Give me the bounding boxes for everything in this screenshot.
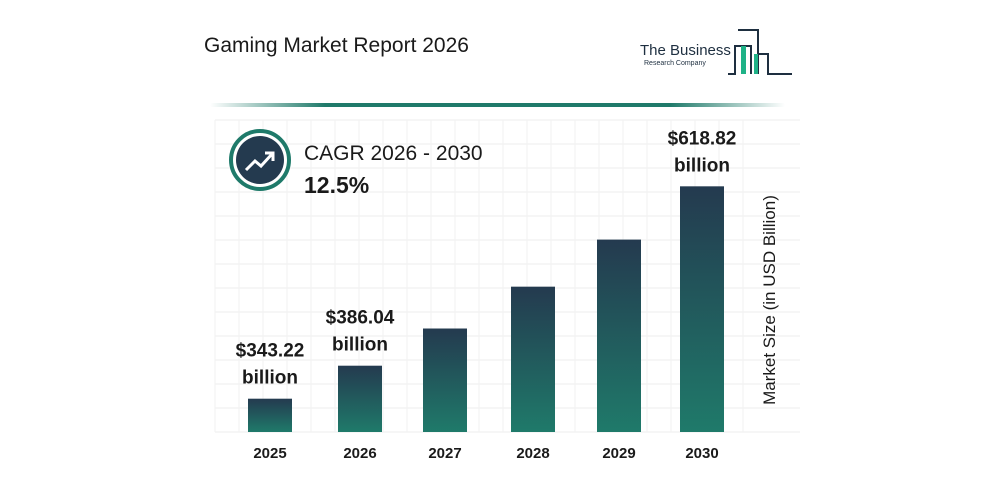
cagr-label: CAGR 2026 - 2030 [304, 142, 483, 165]
data-label: billion [242, 368, 298, 389]
page-title: Gaming Market Report 2026 [204, 34, 469, 57]
x-tick-label: 2030 [685, 445, 718, 462]
data-label: billion [332, 335, 388, 356]
bar-2029 [597, 239, 641, 432]
data-label: $618.82 [668, 128, 737, 149]
bar-2030 [680, 186, 724, 432]
bar-2025 [248, 398, 292, 432]
company-logo: The Business Research Company [640, 28, 800, 78]
x-tick-label: 2029 [602, 445, 635, 462]
header-divider [210, 103, 785, 107]
x-tick-label: 2028 [516, 445, 549, 462]
y-axis-label: Market Size (in USD Billion) [760, 195, 779, 405]
trending-up-icon [244, 151, 275, 172]
cagr-badge [229, 129, 291, 191]
data-label: $386.04 [326, 308, 395, 329]
x-tick-label: 2026 [343, 445, 376, 462]
bar-2026 [338, 365, 382, 432]
bar-2027 [423, 328, 467, 432]
logo-buildings-icon [728, 29, 792, 75]
logo-line2: Research Company [644, 60, 706, 67]
data-label: $343.22 [236, 341, 305, 362]
cagr-value: 12.5% [304, 172, 370, 198]
x-tick-label: 2025 [253, 445, 286, 462]
data-label: billion [674, 155, 730, 176]
x-tick-label: 2027 [428, 445, 461, 462]
bar-2028 [511, 286, 555, 432]
logo-line1: The Business [640, 42, 731, 59]
